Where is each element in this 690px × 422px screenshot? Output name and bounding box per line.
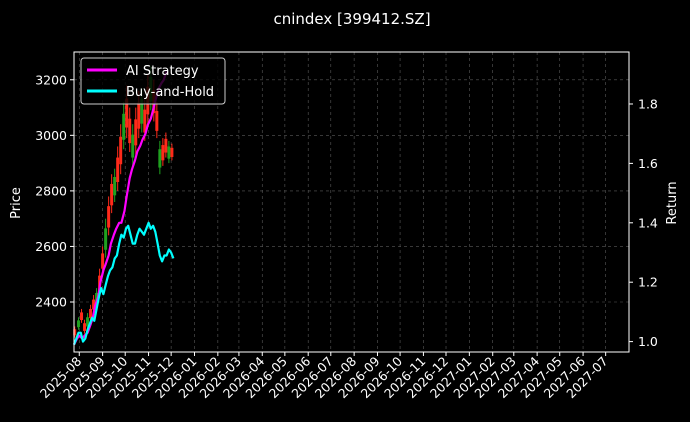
y-tick-label: 3000	[35, 128, 67, 143]
candle-body	[101, 253, 105, 269]
candle-body	[128, 118, 132, 144]
legend-label-buy-and-hold: Buy-and-Hold	[126, 85, 214, 100]
y2-tick-label: 1.4	[638, 215, 658, 230]
candle-body	[89, 308, 93, 319]
grid-layer	[74, 52, 629, 352]
y-tick-label: 2400	[35, 295, 67, 310]
candle-body	[83, 323, 87, 331]
candle-body	[170, 147, 174, 157]
candle-body	[155, 111, 159, 131]
candle-body	[86, 317, 90, 327]
candle-body	[164, 138, 168, 153]
candle-body	[161, 145, 165, 161]
candle-body	[77, 320, 81, 328]
series-layer	[72, 70, 175, 346]
left-axis: 2400 2600 2800 3000 3200	[35, 72, 74, 310]
x-axis: 2025-082025-092025-102025-112025-122026-…	[37, 352, 611, 401]
series-line-ai-strategy	[73, 70, 168, 346]
candle-body	[122, 113, 126, 140]
candle-body	[140, 99, 144, 124]
candle-body	[158, 149, 162, 168]
y2-tick-label: 1.0	[638, 334, 658, 349]
candle-body	[119, 136, 123, 165]
candle-body	[110, 183, 114, 206]
legend: AI Strategy Buy-and-Hold	[80, 57, 226, 105]
plot-frame	[73, 51, 630, 353]
series-line-buy-and-hold	[72, 221, 175, 345]
candle-body	[116, 157, 120, 182]
candle-body	[92, 299, 96, 310]
candle-body	[143, 109, 147, 133]
candle-body	[131, 134, 135, 158]
y-tick-label: 3200	[35, 72, 67, 87]
chart-title: cnindex [399412.SZ]	[273, 10, 430, 28]
candle-body	[107, 206, 111, 228]
candles-layer	[73, 65, 174, 338]
y-axis-label: Price	[9, 187, 24, 219]
candle-body	[134, 119, 138, 146]
candle-body	[80, 312, 84, 321]
candle-body	[73, 329, 77, 336]
y-tick-label: 2800	[35, 183, 67, 198]
candle-body	[113, 177, 117, 196]
candle-body	[137, 102, 141, 129]
legend-label-ai-strategy: AI Strategy	[126, 64, 199, 79]
y2-tick-label: 1.2	[638, 275, 658, 290]
y-tick-label: 2600	[35, 239, 67, 254]
y2-tick-label: 1.6	[638, 156, 658, 171]
candle-body	[167, 146, 171, 159]
y2-axis-label: Return	[665, 181, 680, 224]
y2-tick-label: 1.8	[638, 96, 658, 111]
right-axis: 1.0 1.2 1.4 1.6 1.8	[629, 96, 658, 349]
candle-body	[125, 98, 129, 128]
candle-body	[104, 228, 108, 250]
